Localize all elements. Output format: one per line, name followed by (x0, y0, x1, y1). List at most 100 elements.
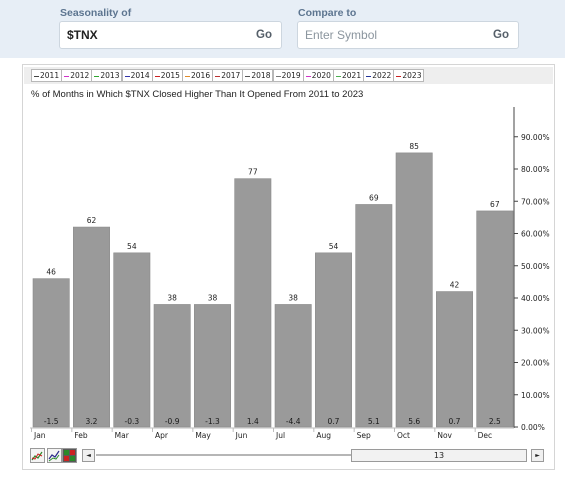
seasonality-field: Go (59, 21, 282, 49)
bar-value-label: 54 (127, 242, 137, 251)
legend-item-2014[interactable]: 2014 (121, 69, 153, 82)
x-tick-label: Aug (316, 431, 331, 440)
legend-swatch (396, 75, 402, 77)
seasonality-input[interactable] (67, 22, 237, 48)
bar-jun (234, 178, 272, 428)
x-tick-label: Sep (357, 431, 371, 440)
legend-label: 2014 (130, 71, 150, 80)
legend-item-2022[interactable]: 2022 (363, 69, 395, 82)
y-tick-label: 90.00% (521, 133, 550, 142)
avg-change-label: 5.6 (408, 417, 420, 426)
legend-label: 2023 (402, 71, 422, 80)
compare-input[interactable] (305, 22, 475, 48)
bar-sep (355, 204, 393, 428)
y-tick-label: 60.00% (521, 230, 550, 239)
legend-label: 2016 (191, 71, 211, 80)
legend-label: 2021 (342, 71, 362, 80)
x-tick-label: Jul (275, 431, 285, 440)
y-tick-label: 20.00% (521, 359, 550, 368)
avg-change-label: 0.7 (449, 417, 461, 426)
bar-value-label: 42 (450, 281, 460, 290)
legend-item-2013[interactable]: 2013 (91, 69, 123, 82)
avg-change-label: -0.3 (125, 417, 140, 426)
bar-oct (395, 152, 433, 428)
bar-value-label: 38 (288, 293, 298, 302)
bar-jan (32, 278, 70, 428)
legend-label: 2013 (100, 71, 120, 80)
legend-swatch (275, 75, 281, 77)
legend-swatch (64, 75, 70, 77)
chart-title: % of Months in Which $TNX Closed Higher … (31, 89, 364, 100)
bar-value-label: 69 (369, 193, 379, 202)
compare-field: Go (297, 21, 519, 49)
legend-item-2017[interactable]: 2017 (212, 69, 244, 82)
legend-swatch (215, 75, 221, 77)
bar-view-icon[interactable] (62, 448, 77, 463)
legend-item-2019[interactable]: 2019 (272, 69, 304, 82)
seasonality-chart-panel: 2011 2012 2013 2014 2015 2016 2017 2018 2019 2020… (22, 64, 555, 470)
legend-item-2016[interactable]: 2016 (182, 69, 214, 82)
legend-swatch (124, 75, 130, 77)
legend-item-2015[interactable]: 2015 (151, 69, 183, 82)
bar-value-label: 62 (87, 216, 97, 225)
line-chart-icon (31, 451, 43, 461)
bar-value-label: 67 (490, 200, 500, 209)
bar-aug (315, 252, 352, 428)
bar-value-label: 77 (248, 168, 258, 177)
scroll-right-button[interactable]: ► (531, 449, 544, 462)
x-tick-label: Dec (478, 431, 493, 440)
legend-label: 2012 (70, 71, 90, 80)
bar-jul (274, 304, 312, 428)
y-tick-label: 10.00% (521, 391, 550, 400)
chart-thumbnail-icon[interactable] (30, 448, 45, 463)
color-grid-icon (64, 450, 75, 461)
compare-go-button[interactable]: Go (493, 29, 509, 41)
avg-change-label: 3.2 (86, 417, 98, 426)
bar-apr (153, 304, 191, 428)
legend-label: 2017 (221, 71, 241, 80)
legend-item-2023[interactable]: 2023 (393, 69, 425, 82)
seasonality-go-button[interactable]: Go (256, 29, 272, 41)
bar-dec (476, 210, 514, 428)
legend-item-2020[interactable]: 2020 (302, 69, 334, 82)
scroll-track[interactable] (96, 454, 352, 456)
legend-item-2011[interactable]: 2011 (31, 69, 63, 82)
legend-swatch (336, 75, 341, 77)
legend-swatch (185, 75, 190, 77)
bar-chart: 0.00% 10.00% 20.00% 30.00% 40.00% 50.00% 60.00… (30, 107, 550, 440)
legend-label: 2018 (251, 71, 271, 80)
legend-swatch (94, 75, 100, 77)
bar-value-label: 54 (329, 242, 339, 251)
bar-nov (436, 291, 473, 428)
bar-value-label: 38 (167, 293, 177, 302)
avg-change-label: -1.3 (205, 417, 220, 426)
scroll-thumb[interactable]: 13 (351, 449, 527, 462)
bar-value-label: 85 (409, 142, 419, 151)
legend-item-2012[interactable]: 2012 (61, 69, 93, 82)
legend-item-2021[interactable]: 2021 (333, 69, 365, 82)
line-view-icon[interactable] (47, 448, 62, 463)
chart-controls: ◄ 13 ► (24, 447, 553, 467)
bar-may (194, 304, 231, 428)
compare-label: Compare to (298, 7, 357, 19)
legend-swatch (305, 75, 311, 77)
year-legend: 2011 2012 2013 2014 2015 2016 2017 2018 2019 2020… (24, 67, 553, 84)
y-tick-label: 50.00% (521, 262, 550, 271)
x-tick-label: Oct (397, 431, 410, 440)
bar-value-label: 46 (46, 268, 56, 277)
legend-swatch (366, 75, 372, 77)
legend-label: 2020 (311, 71, 331, 80)
legend-swatch (154, 75, 160, 77)
avg-change-label: -4.4 (286, 417, 301, 426)
x-tick-label: May (195, 431, 211, 440)
scroll-left-button[interactable]: ◄ (82, 449, 95, 462)
y-tick-label: 30.00% (521, 326, 550, 335)
avg-change-label: -1.5 (44, 417, 59, 426)
x-tick-label: Feb (74, 431, 88, 440)
y-tick-label: 0.00% (521, 423, 545, 432)
x-tick-label: Jun (235, 431, 248, 440)
legend-item-2018[interactable]: 2018 (242, 69, 274, 82)
bar-mar (113, 252, 151, 428)
y-tick-label: 80.00% (521, 165, 550, 174)
legend-swatch (245, 75, 251, 77)
